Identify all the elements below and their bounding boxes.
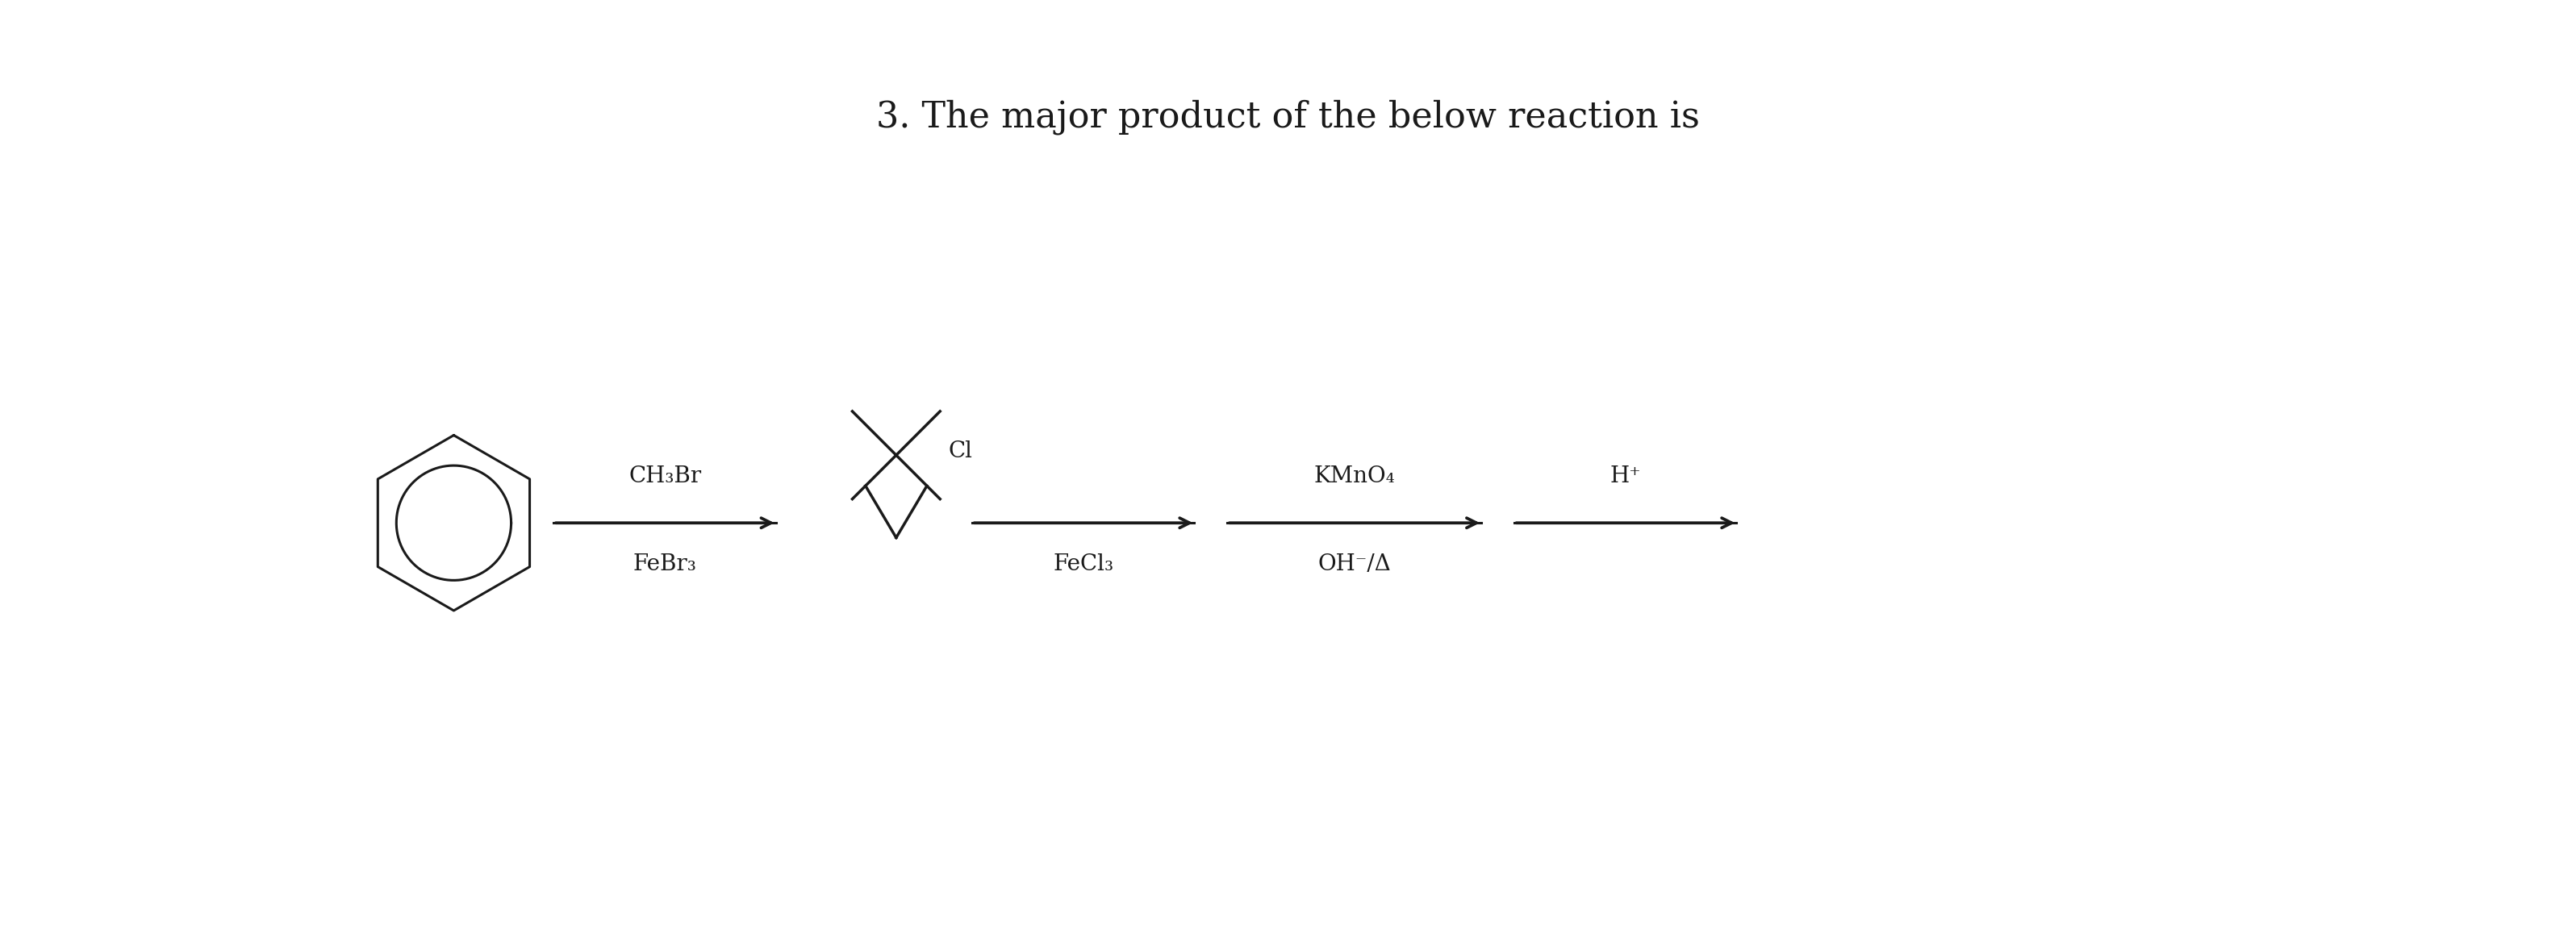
Text: Cl: Cl [948, 440, 971, 462]
Text: OH⁻/Δ: OH⁻/Δ [1319, 554, 1391, 575]
Text: 3. The major product of the below reaction is: 3. The major product of the below reacti… [876, 100, 1700, 135]
Text: H⁺: H⁺ [1610, 465, 1641, 487]
Text: FeBr₃: FeBr₃ [634, 554, 698, 575]
Text: CH₃Br: CH₃Br [629, 465, 701, 487]
Text: KMnO₄: KMnO₄ [1314, 465, 1396, 487]
Text: FeCl₃: FeCl₃ [1054, 554, 1113, 575]
